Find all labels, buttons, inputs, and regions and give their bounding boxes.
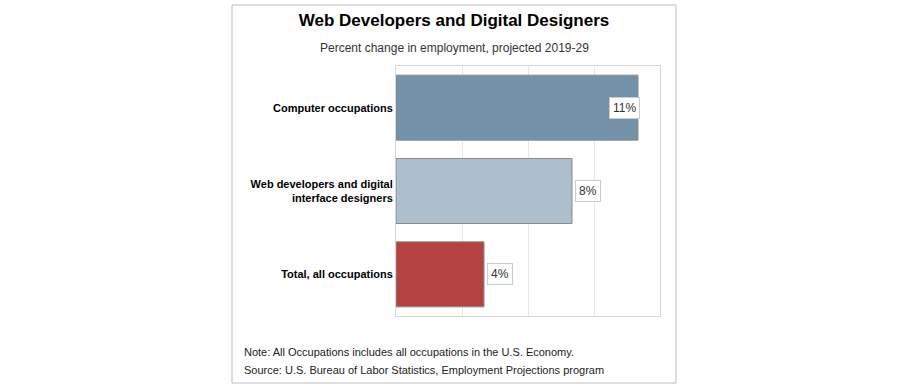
svg-text:11%: 11%	[613, 101, 636, 115]
svg-text:Web developers and digitalinte: Web developers and digitalinterface desi…	[251, 178, 393, 204]
svg-text:Note: All Occupations includes: Note: All Occupations includes all occup…	[244, 346, 574, 358]
svg-text:4%: 4%	[491, 267, 509, 281]
svg-text:Percent change in employment,: Percent change in employment, projected …	[320, 41, 589, 55]
svg-text:Web Developers and Digital Des: Web Developers and Digital Designers	[299, 11, 610, 30]
svg-text:Total, all occupations: Total, all occupations	[281, 268, 393, 280]
svg-text:8%: 8%	[579, 184, 597, 198]
svg-text:Computer occupations: Computer occupations	[273, 102, 393, 114]
svg-text:Source: U.S. Bureau of Labor S: Source: U.S. Bureau of Labor Statistics,…	[244, 364, 604, 376]
